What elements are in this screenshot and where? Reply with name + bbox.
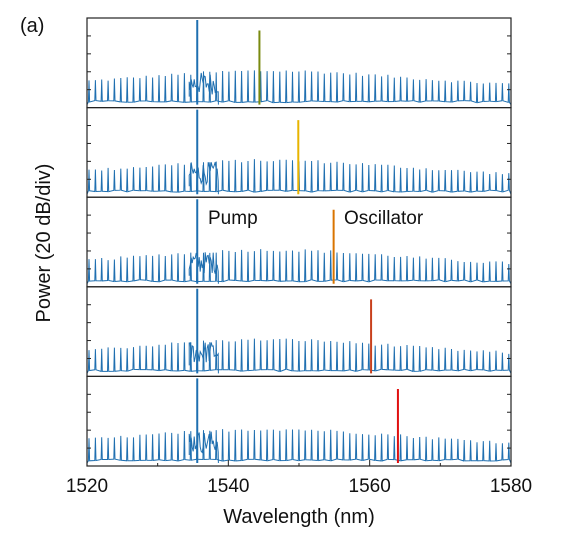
x-tick-label: 1560 [349,476,391,497]
spectrum-panel-4 [86,286,512,377]
x-tick-label: 1520 [66,476,108,497]
pump-noise [188,431,219,464]
comb-lines [86,249,512,285]
comb-lines [86,338,512,374]
x-axis-label: Wavelength (nm) [223,506,375,528]
annotation-pump: Pump [208,208,258,229]
spectrum-panel-5 [86,375,512,467]
pump-noise [188,72,219,105]
pump-noise [188,342,219,374]
comb-lines [86,429,512,464]
x-tick-label: 1580 [490,476,532,497]
annotation-oscillator: Oscillator [344,208,424,229]
spectrum-panel-3 [86,196,512,288]
spectrum-panels [86,17,512,467]
pump-noise [188,252,219,284]
x-axis: 1520 1540 1560 1580 [66,460,532,497]
pump-noise [188,162,219,195]
panel-tag: (a) [20,15,44,37]
y-axis-label: Power (20 dB/div) [33,164,55,323]
spectrum-panel-2 [86,106,512,198]
x-tick-label: 1540 [207,476,249,497]
comb-lines [86,70,512,105]
spectrum-panel-1 [86,17,512,109]
